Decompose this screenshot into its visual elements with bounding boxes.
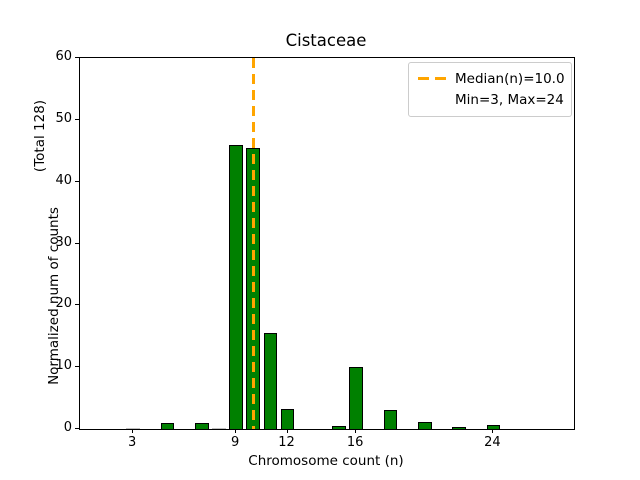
legend-label-median: Median(n)=10.0 bbox=[455, 70, 565, 87]
bar bbox=[160, 422, 175, 429]
x-tick-mark bbox=[132, 429, 134, 433]
y-tick-label: 10 bbox=[55, 358, 72, 374]
y-tick-mark bbox=[75, 57, 79, 58]
legend: Median(n)=10.0 Min=3, Max=24 bbox=[408, 62, 572, 117]
x-tick-label: 16 bbox=[346, 435, 364, 450]
median-line bbox=[251, 58, 255, 429]
y-tick-label: 20 bbox=[55, 296, 72, 312]
y-tick-mark bbox=[75, 366, 79, 368]
y-tick-label: 60 bbox=[55, 49, 72, 64]
median-line-swatch-icon bbox=[418, 77, 447, 80]
bar bbox=[229, 144, 243, 429]
x-tick-mark bbox=[355, 429, 357, 433]
bar bbox=[280, 409, 295, 429]
legend-swatch-spacer bbox=[418, 98, 447, 101]
y-tick-mark bbox=[75, 118, 79, 120]
y-tick-label: 40 bbox=[55, 172, 72, 188]
y-tick-mark bbox=[75, 180, 79, 182]
bar bbox=[349, 367, 364, 429]
bar bbox=[212, 427, 226, 429]
y-tick-label: 0 bbox=[63, 420, 72, 435]
bar bbox=[194, 422, 209, 429]
x-tick-label: 9 bbox=[230, 435, 240, 450]
legend-entry-median: Median(n)=10.0 bbox=[418, 68, 565, 89]
x-tick-label: 12 bbox=[278, 435, 295, 450]
bar bbox=[452, 427, 466, 429]
bar bbox=[486, 424, 501, 429]
legend-entry-minmax: Min=3, Max=24 bbox=[418, 89, 564, 110]
y-tick-mark bbox=[75, 242, 79, 244]
bar bbox=[263, 332, 278, 429]
chart-title: Cistaceae bbox=[285, 31, 367, 50]
x-tick-label: 24 bbox=[484, 435, 501, 450]
x-tick-label: 3 bbox=[128, 435, 137, 450]
y-tick-mark bbox=[75, 428, 79, 429]
y-tick-label: 50 bbox=[55, 110, 72, 126]
y-tick-mark bbox=[75, 304, 79, 306]
bar bbox=[383, 410, 398, 429]
plot-area: Median(n)=10.0 Min=3, Max=24 bbox=[79, 57, 575, 430]
bar bbox=[417, 421, 432, 429]
x-tick-mark bbox=[286, 429, 288, 433]
x-tick-mark bbox=[492, 429, 494, 433]
legend-label-minmax: Min=3, Max=24 bbox=[455, 91, 564, 108]
bar bbox=[126, 427, 141, 429]
x-tick-mark bbox=[235, 429, 237, 433]
bar bbox=[332, 425, 346, 429]
y-tick-label: 30 bbox=[55, 234, 72, 250]
x-axis-label: Chromosome count (n) bbox=[248, 453, 404, 469]
